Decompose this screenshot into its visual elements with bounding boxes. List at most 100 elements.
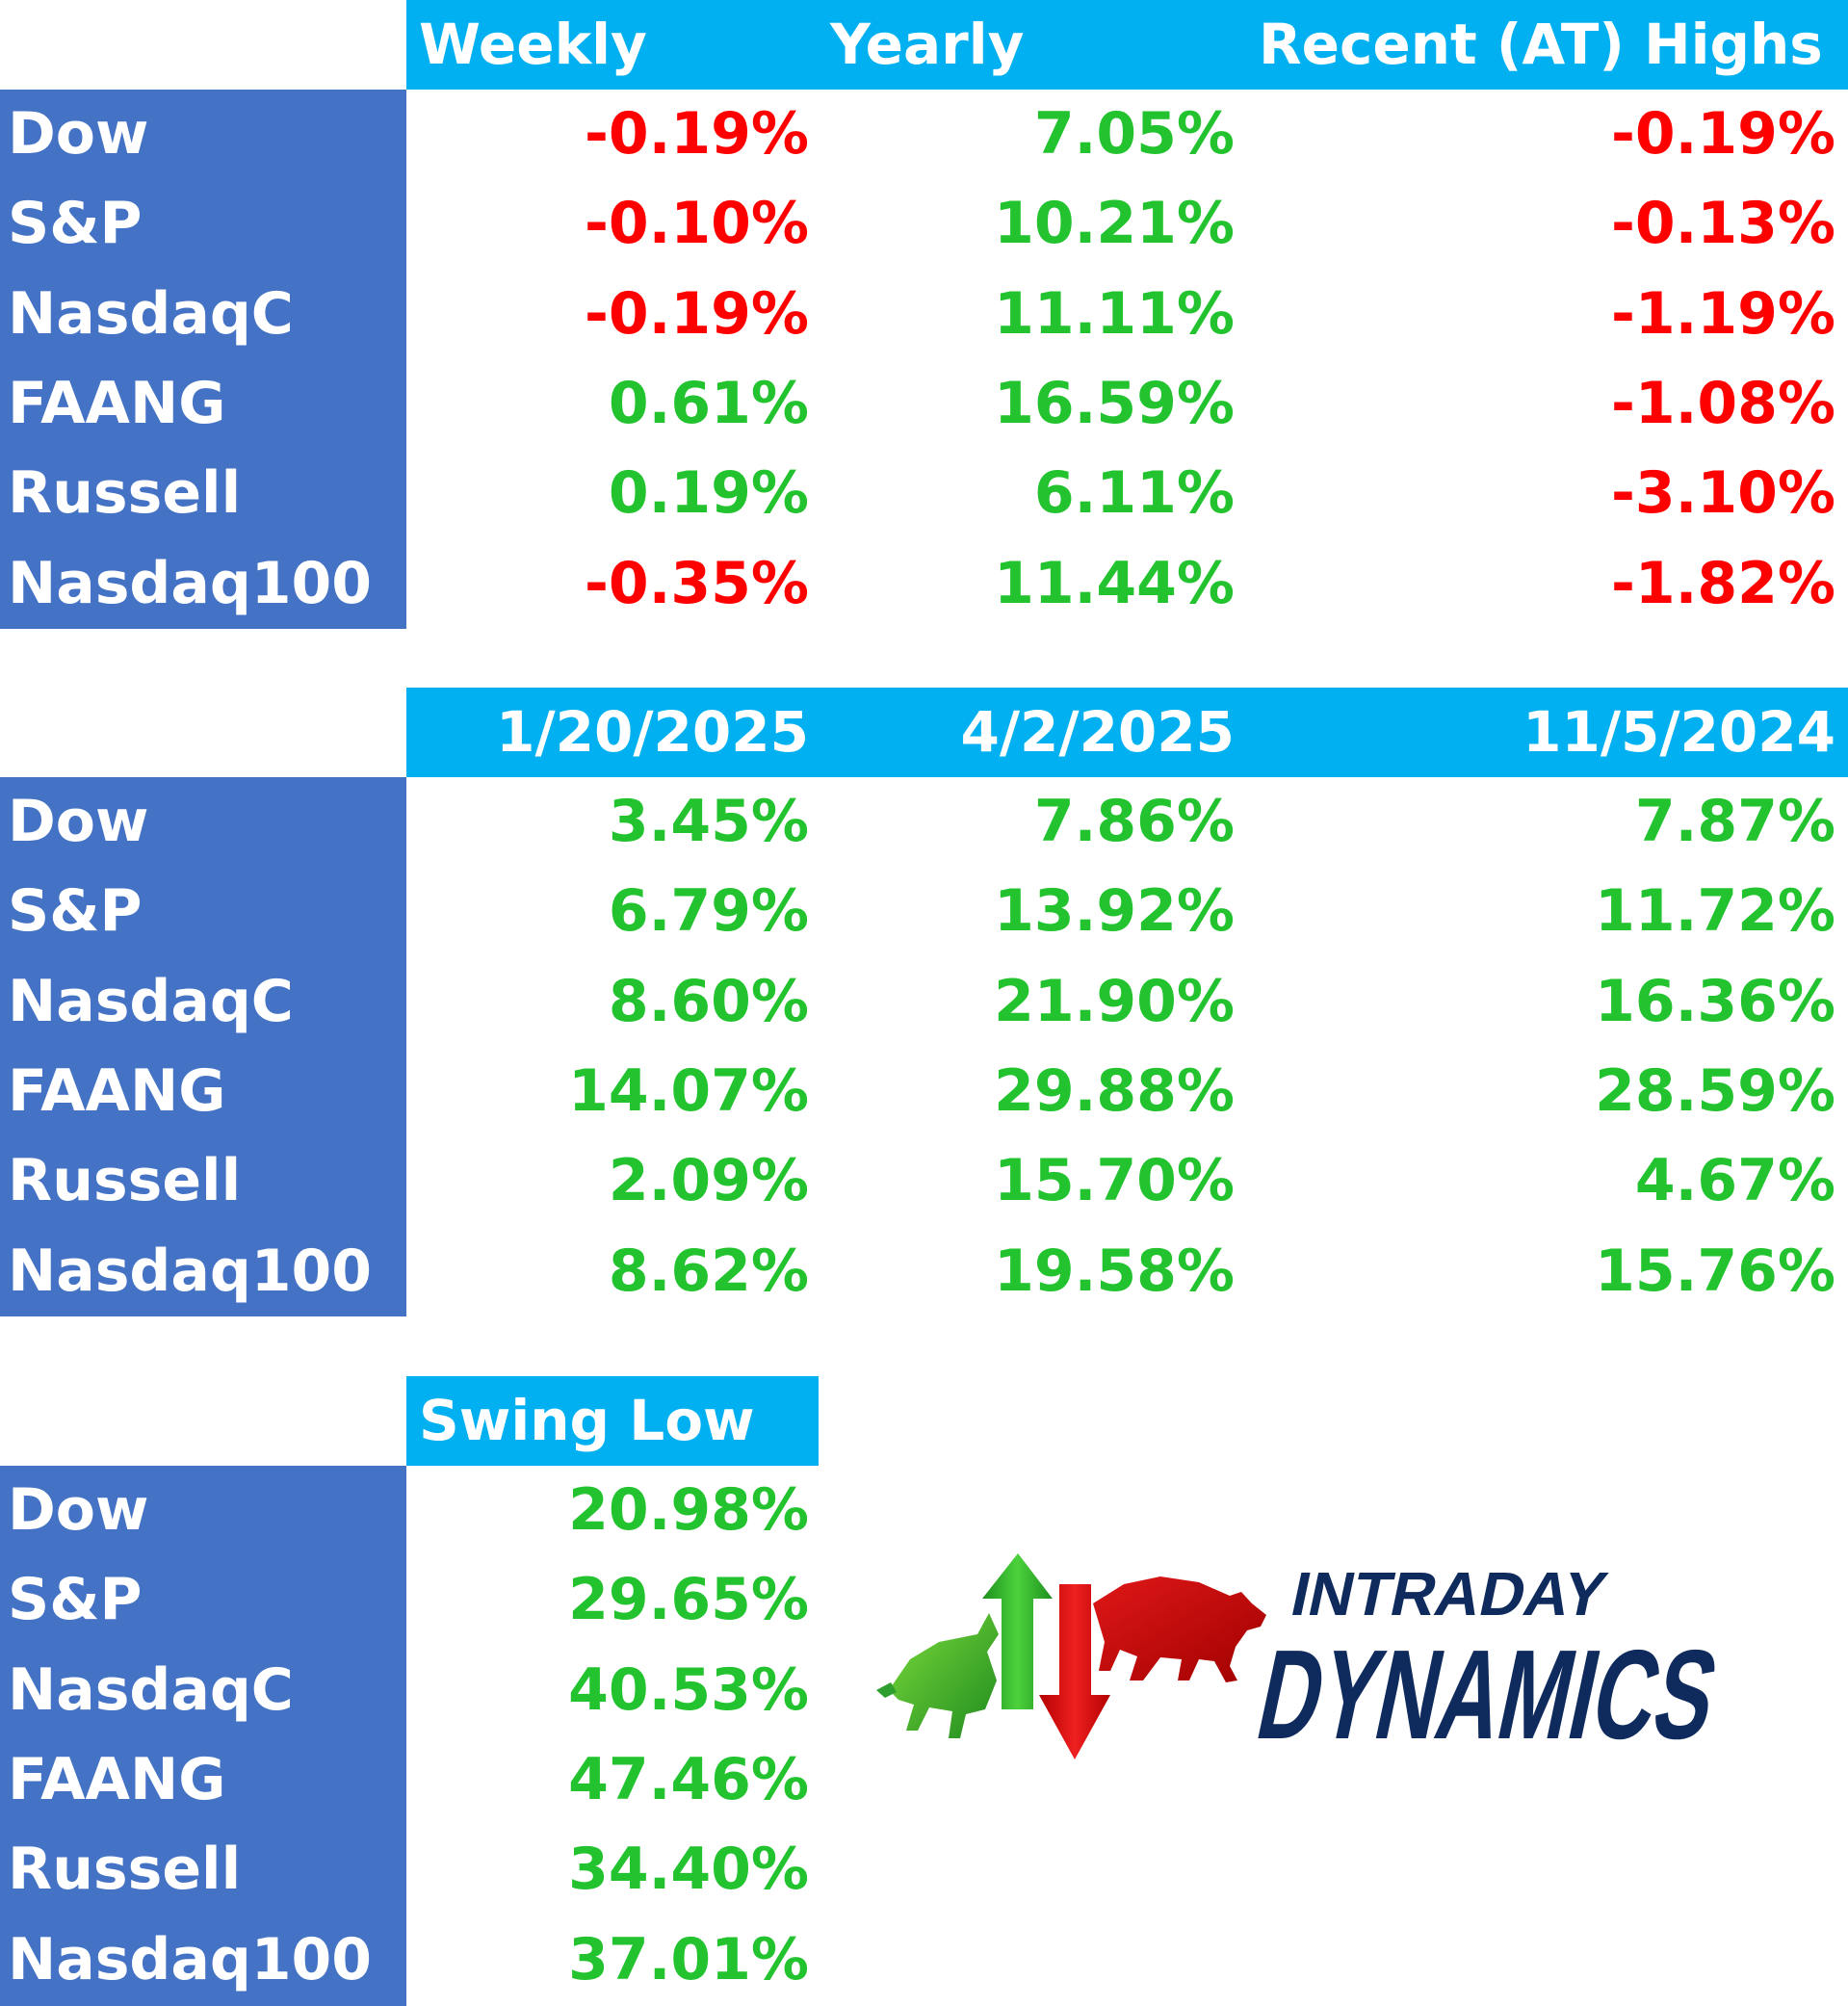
- table-row: Russell 34.40%: [0, 1825, 1848, 1915]
- value-cell: 40.53%: [568, 1655, 809, 1724]
- table3-label-column: [0, 1466, 406, 2006]
- table-row: Nasdaq100 8.62% 19.58% 15.76%: [0, 1227, 1848, 1316]
- value-cell: 34.40%: [568, 1836, 809, 1904]
- logo-text-dynamics: DYNAMICS: [1246, 1624, 1729, 1765]
- table-row: S&P 6.79% 13.92% 11.72%: [0, 867, 1848, 956]
- value-cell: 10.21%: [994, 190, 1235, 258]
- value-cell: 21.90%: [994, 967, 1235, 1035]
- table-row: NasdaqC 40.53%: [0, 1646, 1848, 1735]
- table-row: Nasdaq100 -0.35% 11.44% -1.82%: [0, 539, 1848, 629]
- row-label: S&P: [8, 877, 143, 946]
- header-date-2: 4/2/2025: [960, 699, 1235, 765]
- header-swing-low: Swing Low: [419, 1388, 755, 1453]
- value-cell: 20.98%: [568, 1476, 809, 1544]
- value-cell: 0.19%: [608, 459, 809, 528]
- value-cell: 19.58%: [994, 1237, 1235, 1305]
- value-cell: 47.46%: [568, 1745, 809, 1813]
- logo-text-intraday: INTRADAY: [1286, 1559, 1613, 1628]
- table-row: NasdaqC 8.60% 21.90% 16.36%: [0, 957, 1848, 1047]
- value-cell: 11.11%: [994, 279, 1235, 348]
- value-cell: 7.87%: [1634, 788, 1835, 855]
- row-label: Dow: [8, 1476, 149, 1544]
- row-label: FAANG: [8, 1056, 226, 1125]
- value-cell: 6.11%: [1033, 459, 1235, 528]
- row-label: Nasdaq100: [8, 549, 373, 617]
- value-cell: 29.65%: [568, 1566, 809, 1634]
- value-cell: 14.07%: [568, 1056, 809, 1125]
- value-cell: -0.19%: [1610, 100, 1835, 168]
- value-cell: 16.59%: [994, 369, 1235, 437]
- down-arrow-icon: [1039, 1584, 1110, 1759]
- table-row: Nasdaq100 37.01%: [0, 1915, 1848, 2005]
- value-cell: 13.92%: [994, 877, 1235, 946]
- table-row: Russell 0.19% 6.11% -3.10%: [0, 449, 1848, 538]
- row-label: S&P: [8, 1566, 143, 1634]
- bear-icon: [1093, 1576, 1266, 1682]
- header-date-3: 11/5/2024: [1523, 699, 1835, 765]
- row-label: Nasdaq100: [8, 1925, 373, 1993]
- value-cell: -0.13%: [1610, 190, 1835, 258]
- table-row: S&P -0.10% 10.21% -0.13%: [0, 179, 1848, 269]
- value-cell: -1.82%: [1610, 549, 1835, 617]
- table-swing-low: Swing Low Dow 20.98% S&P 29.65% NasdaqC 40.53…: [0, 1376, 1848, 2006]
- table1-header-bar: [406, 0, 1848, 90]
- value-cell: 0.61%: [608, 369, 809, 437]
- table-row: Russell 2.09% 15.70% 4.67%: [0, 1136, 1848, 1226]
- row-label: Russell: [8, 1836, 242, 1904]
- row-label: NasdaqC: [8, 1655, 294, 1724]
- value-cell: -0.10%: [584, 190, 809, 258]
- intraday-dynamics-logo: INTRADAY DYNAMICS: [872, 1546, 1796, 1767]
- value-cell: 7.86%: [1033, 788, 1235, 855]
- table1-label-column: [0, 90, 406, 629]
- row-label: NasdaqC: [8, 279, 294, 348]
- table-row: FAANG 47.46%: [0, 1735, 1848, 1825]
- table2-label-column: [0, 777, 406, 1316]
- value-cell: 11.44%: [994, 549, 1235, 617]
- value-cell: 3.45%: [608, 788, 809, 855]
- table-row: FAANG 14.07% 29.88% 28.59%: [0, 1047, 1848, 1136]
- value-cell: 8.62%: [608, 1237, 809, 1305]
- value-cell: 4.67%: [1634, 1147, 1835, 1215]
- header-weekly: Weekly: [419, 12, 647, 77]
- value-cell: 6.79%: [608, 877, 809, 946]
- table-row: Dow 20.98%: [0, 1466, 1848, 1555]
- value-cell: 16.36%: [1595, 967, 1835, 1035]
- row-label: Russell: [8, 1147, 242, 1215]
- table-weekly-yearly-highs: Weekly Yearly Recent (AT) Highs Dow -0.19…: [0, 0, 1848, 629]
- row-label: FAANG: [8, 1745, 226, 1813]
- row-label: Dow: [8, 788, 149, 855]
- value-cell: 28.59%: [1595, 1056, 1835, 1125]
- header-date-1: 1/20/2025: [496, 699, 809, 765]
- value-cell: 15.76%: [1595, 1237, 1835, 1305]
- row-label: S&P: [8, 190, 143, 258]
- row-label: Nasdaq100: [8, 1237, 373, 1305]
- table-row: Dow -0.19% 7.05% -0.19%: [0, 90, 1848, 179]
- value-cell: 37.01%: [568, 1925, 809, 1993]
- table-date-comparisons: 1/20/2025 4/2/2025 11/5/2024 Dow 3.45% 7.8…: [0, 688, 1848, 1316]
- table-row: NasdaqC -0.19% 11.11% -1.19%: [0, 270, 1848, 359]
- bull-icon: [876, 1613, 999, 1738]
- value-cell: 11.72%: [1595, 877, 1835, 946]
- value-cell: 2.09%: [608, 1147, 809, 1215]
- header-recent-highs: Recent (AT) Highs: [1259, 12, 1823, 77]
- value-cell: -0.35%: [584, 549, 809, 617]
- table-row: Dow 3.45% 7.86% 7.87%: [0, 777, 1848, 867]
- value-cell: 29.88%: [994, 1056, 1235, 1125]
- up-arrow-icon: [982, 1553, 1053, 1709]
- value-cell: 8.60%: [608, 967, 809, 1035]
- value-cell: 7.05%: [1033, 100, 1235, 168]
- table-row: S&P 29.65%: [0, 1555, 1848, 1645]
- table-row: FAANG 0.61% 16.59% -1.08%: [0, 359, 1848, 449]
- row-label: Dow: [8, 100, 149, 168]
- row-label: Russell: [8, 459, 242, 528]
- value-cell: -0.19%: [584, 279, 809, 348]
- table2-header-bar: [406, 688, 1848, 777]
- row-label: FAANG: [8, 369, 226, 437]
- header-yearly: Yearly: [830, 12, 1025, 77]
- value-cell: -1.19%: [1610, 279, 1835, 348]
- value-cell: -1.08%: [1610, 369, 1835, 437]
- table3-header-bar: [406, 1376, 819, 1466]
- row-label: NasdaqC: [8, 967, 294, 1035]
- value-cell: -0.19%: [584, 100, 809, 168]
- value-cell: 15.70%: [994, 1147, 1235, 1215]
